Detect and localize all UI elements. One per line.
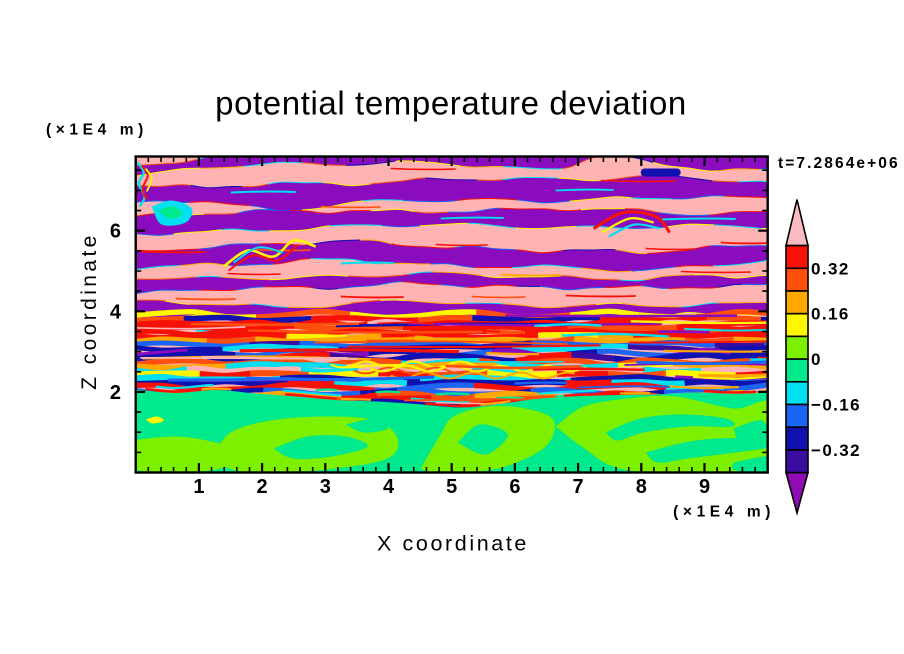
svg-text:0.32: 0.32 (811, 259, 850, 278)
svg-text:6: 6 (509, 476, 520, 498)
svg-text:0: 0 (811, 350, 822, 369)
svg-text:(×1E4 m): (×1E4 m) (46, 122, 148, 139)
svg-text:X coordinate: X coordinate (377, 532, 529, 556)
svg-text:(×1E4 m): (×1E4 m) (673, 504, 775, 521)
svg-text:4: 4 (110, 301, 122, 323)
svg-text:2: 2 (257, 476, 268, 498)
svg-text:0.16: 0.16 (811, 305, 850, 324)
svg-text:4: 4 (383, 476, 395, 498)
svg-text:7: 7 (573, 476, 584, 498)
svg-text:−0.16: −0.16 (811, 396, 861, 415)
svg-text:8: 8 (636, 476, 647, 498)
svg-text:6: 6 (110, 221, 121, 243)
svg-text:1: 1 (193, 476, 204, 498)
svg-text:−0.32: −0.32 (811, 441, 861, 460)
svg-text:5: 5 (446, 476, 457, 498)
svg-text:2: 2 (110, 382, 121, 404)
svg-text:t=7.2864e+06: t=7.2864e+06 (778, 155, 900, 172)
svg-text:potential temperature deviatio: potential temperature deviation (215, 85, 687, 122)
svg-text:3: 3 (320, 476, 331, 498)
svg-text:Z coordinate: Z coordinate (78, 232, 101, 390)
svg-text:9: 9 (699, 476, 710, 498)
